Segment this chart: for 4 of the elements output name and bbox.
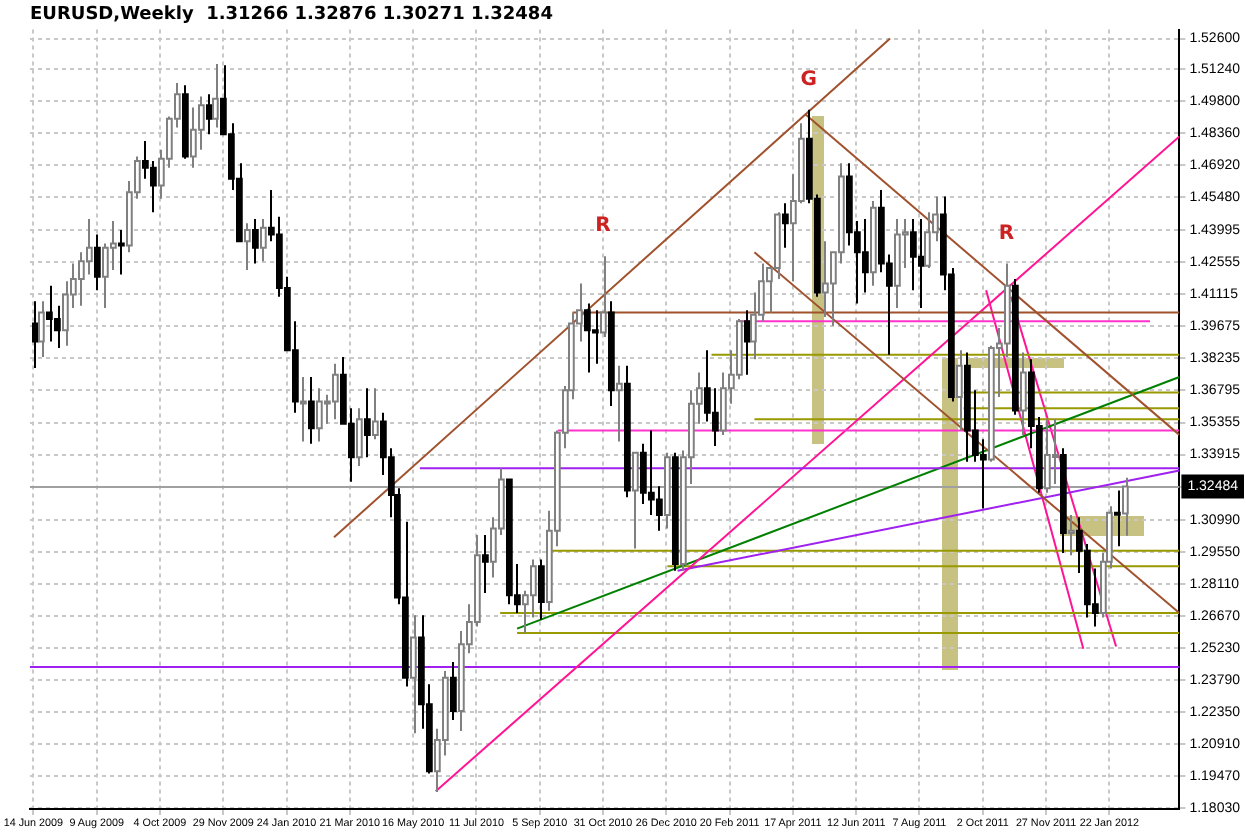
annotation: G <box>800 68 817 91</box>
annotation: R <box>998 222 1015 245</box>
chart-title: EURUSD,Weekly 1.31266 1.32876 1.30271 1.32484 <box>30 5 553 26</box>
annotation: R <box>595 215 612 238</box>
